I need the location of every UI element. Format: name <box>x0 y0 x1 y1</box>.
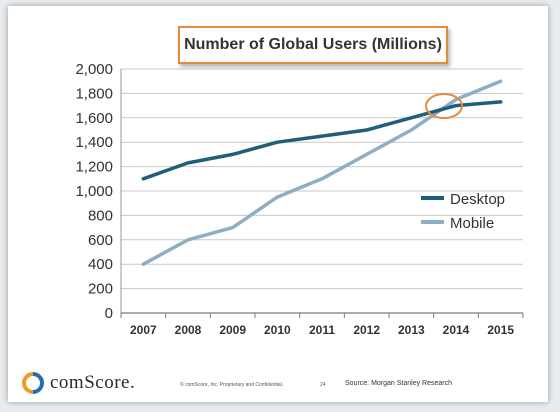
y-tick-label: 600 <box>88 232 113 249</box>
data-point-mobile <box>455 98 457 101</box>
y-tick-label: 1,600 <box>75 110 113 127</box>
chart-title: Number of Global Users (Millions) <box>178 26 448 64</box>
x-tick-label: 2015 <box>487 323 514 337</box>
data-point-desktop <box>321 135 323 137</box>
x-tick-label: 2012 <box>353 323 380 337</box>
line-chart: 0 200 400 600 800 1,000 1,200 1,400 1,600 1,800 2,… <box>75 61 524 337</box>
legend-label-mobile: Mobile <box>450 215 494 232</box>
x-tick-label: 2013 <box>398 323 425 337</box>
footer: comScore. © comScore, Inc. Proprietary a… <box>8 362 548 402</box>
y-tick-label: 1,400 <box>75 134 113 151</box>
page-number: 24 <box>320 382 326 388</box>
y-tick-label: 0 <box>105 305 113 322</box>
y-tick-label: 1,000 <box>75 183 113 200</box>
data-point-mobile <box>231 226 234 229</box>
x-tick-label: 2009 <box>219 323 246 337</box>
data-point-desktop <box>187 162 189 164</box>
data-point-desktop <box>499 101 502 103</box>
comscore-logo-icon <box>22 372 44 394</box>
y-tick-label: 800 <box>88 207 113 224</box>
series-line-desktop <box>141 100 503 181</box>
legend-label-desktop: Desktop <box>450 191 505 208</box>
data-point-mobile <box>321 178 323 180</box>
data-point-mobile <box>187 239 189 241</box>
x-tick-label: 2010 <box>264 323 291 337</box>
x-tick-label: 2014 <box>443 323 470 337</box>
comscore-logo: comScore. <box>22 372 135 394</box>
data-point-desktop <box>276 141 279 143</box>
data-point-mobile <box>499 80 502 82</box>
logo-text: comScore. <box>50 372 136 393</box>
data-point-desktop <box>365 129 368 131</box>
source-text: Source: Morgan Stanley Research <box>345 380 452 387</box>
slide: Number of Global Users (Millions) 0 200 40… <box>8 6 548 402</box>
x-tick-label: 2011 <box>309 323 335 337</box>
y-tick-label: 1,200 <box>75 159 113 176</box>
data-point-mobile <box>365 153 368 156</box>
data-point-desktop <box>455 104 457 107</box>
data-point-desktop <box>142 178 145 180</box>
data-point-mobile <box>410 129 413 131</box>
data-point-mobile <box>142 263 145 266</box>
y-tick-label: 1,800 <box>75 85 113 102</box>
x-tick-label: 2007 <box>130 323 157 337</box>
data-point-desktop <box>410 117 413 119</box>
annotation-ellipse <box>425 93 463 120</box>
y-tick-label: 200 <box>88 281 113 298</box>
y-tick-label: 400 <box>88 256 113 273</box>
fine-print: © comScore, Inc. Proprietary and Confide… <box>180 382 284 388</box>
data-point-desktop <box>231 153 234 156</box>
x-tick-label: 2008 <box>175 323 202 337</box>
data-point-mobile <box>276 196 279 198</box>
y-tick-label: 2,000 <box>75 61 113 78</box>
